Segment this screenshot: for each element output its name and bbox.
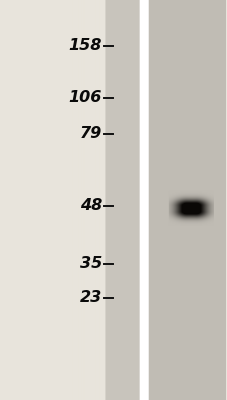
Text: 158: 158 [68,38,101,54]
Text: 35: 35 [79,256,101,272]
Text: 48: 48 [79,198,101,214]
Text: 79: 79 [79,126,101,142]
Text: 23: 23 [79,290,101,306]
Text: 106: 106 [68,90,101,106]
